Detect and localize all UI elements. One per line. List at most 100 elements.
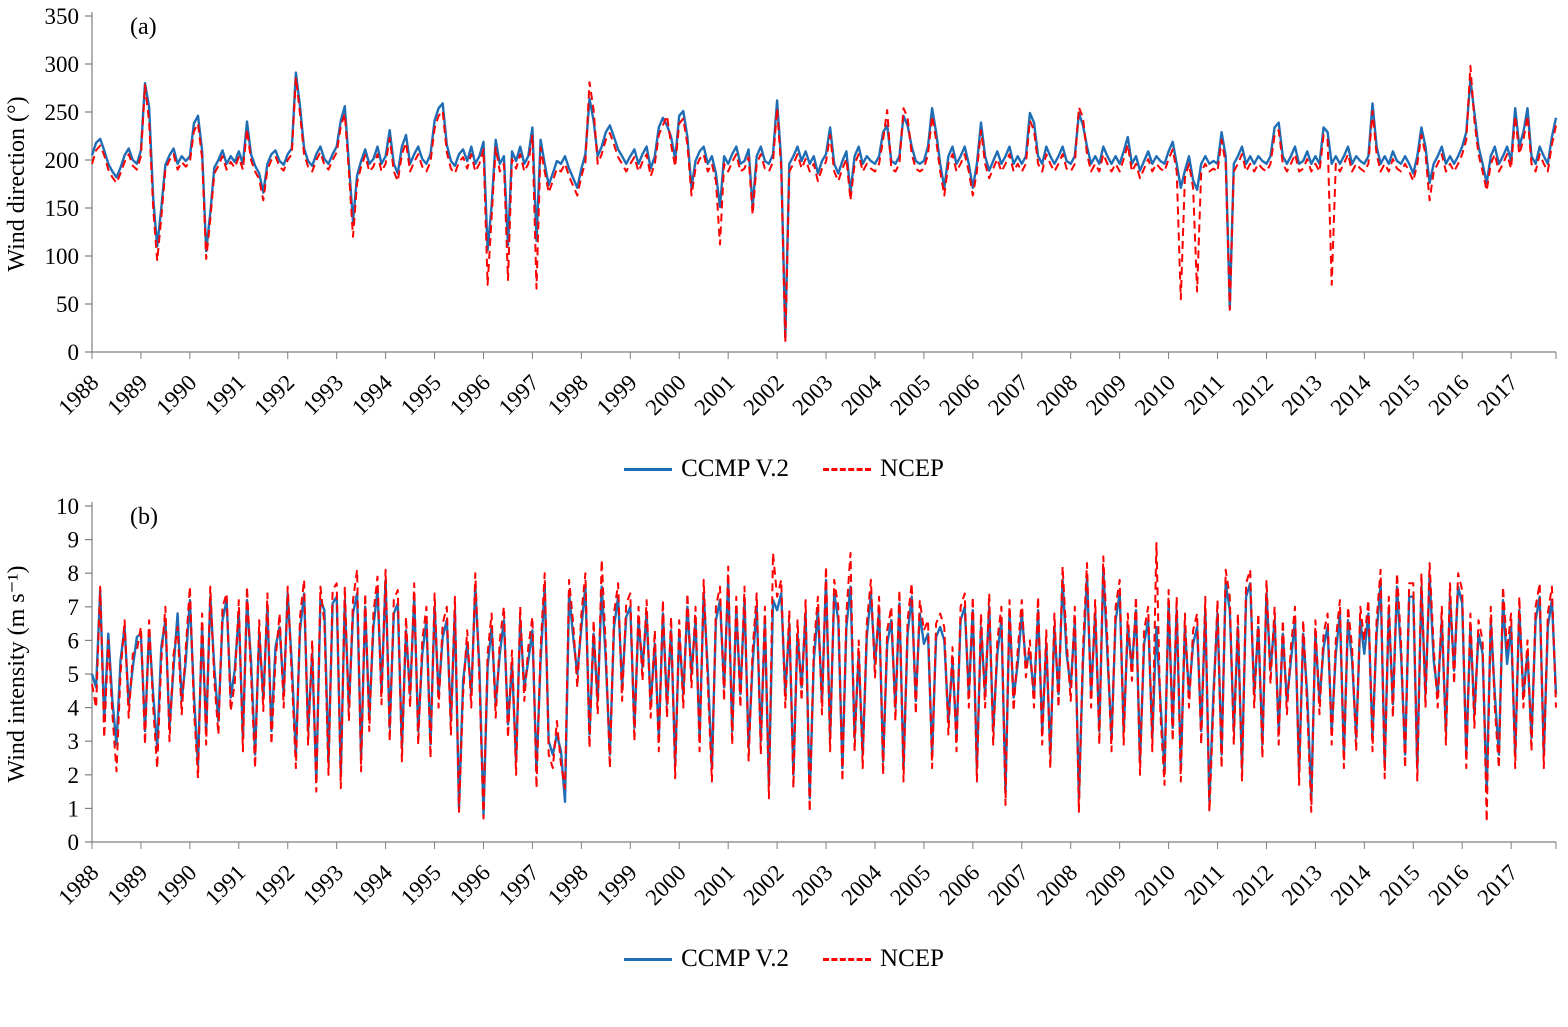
svg-text:2012: 2012 <box>1228 370 1278 420</box>
svg-text:2014: 2014 <box>1326 370 1377 421</box>
svg-text:350: 350 <box>45 4 80 29</box>
svg-text:2011: 2011 <box>1179 370 1229 420</box>
legend-intensity: CCMP V.2 NCEP <box>0 938 1568 980</box>
svg-text:7: 7 <box>68 595 80 620</box>
svg-text:1998: 1998 <box>543 370 593 420</box>
svg-text:1994: 1994 <box>347 370 398 421</box>
svg-text:200: 200 <box>45 148 80 173</box>
svg-text:1990: 1990 <box>151 860 201 910</box>
svg-text:Wind direction (°): Wind direction (°) <box>4 96 30 271</box>
svg-text:2006: 2006 <box>934 370 984 420</box>
svg-text:2005: 2005 <box>885 860 935 910</box>
ncep-line-sample <box>823 467 872 471</box>
svg-text:2008: 2008 <box>1032 370 1082 420</box>
svg-text:(b): (b) <box>130 504 158 530</box>
svg-text:0: 0 <box>68 830 80 855</box>
svg-text:2016: 2016 <box>1424 860 1474 910</box>
svg-text:1992: 1992 <box>249 370 299 420</box>
svg-text:2002: 2002 <box>738 860 788 910</box>
svg-text:1991: 1991 <box>200 370 250 420</box>
svg-text:1990: 1990 <box>151 370 201 420</box>
svg-text:50: 50 <box>56 292 79 317</box>
svg-text:2008: 2008 <box>1032 860 1082 910</box>
svg-text:2013: 2013 <box>1277 860 1327 910</box>
svg-text:2004: 2004 <box>836 860 887 911</box>
svg-text:5: 5 <box>68 662 80 687</box>
svg-text:2009: 2009 <box>1081 370 1131 420</box>
svg-text:2002: 2002 <box>738 370 788 420</box>
ncep-line-sample <box>823 957 872 961</box>
svg-text:2012: 2012 <box>1228 860 1278 910</box>
legend-direction: CCMP V.2 NCEP <box>0 448 1568 490</box>
svg-text:Wind intensity (m s⁻¹): Wind intensity (m s⁻¹) <box>4 566 30 783</box>
svg-text:1988: 1988 <box>53 370 103 420</box>
figure: 0 50 100 150 200 250 300 350 1988 1989 1990 1991 199… <box>0 0 1568 980</box>
svg-text:1998: 1998 <box>543 860 593 910</box>
svg-text:3: 3 <box>68 729 80 754</box>
wind-direction-panel: 0 50 100 150 200 250 300 350 1988 1989 1990 1991 199… <box>0 0 1568 490</box>
svg-text:9: 9 <box>68 528 80 553</box>
svg-text:1997: 1997 <box>494 370 544 420</box>
svg-text:(a): (a) <box>130 14 157 40</box>
svg-text:8: 8 <box>68 561 80 586</box>
svg-text:2: 2 <box>68 763 80 788</box>
svg-text:1994: 1994 <box>347 860 398 911</box>
svg-text:10: 10 <box>56 494 79 519</box>
wind-intensity-chart: 0 1 2 3 4 5 6 7 8 9 10 1988198919901991199219931994… <box>4 494 1558 911</box>
ccmp-line-sample <box>624 957 673 961</box>
svg-text:2013: 2013 <box>1277 370 1327 420</box>
svg-text:300: 300 <box>45 52 80 77</box>
svg-text:2017: 2017 <box>1472 860 1522 910</box>
legend-item-ncep: NCEP <box>823 945 944 973</box>
svg-text:1995: 1995 <box>396 370 446 420</box>
legend-label-ccmp: CCMP V.2 <box>681 945 790 972</box>
svg-text:1995: 1995 <box>396 860 446 910</box>
legend-item-ccmp: CCMP V.2 <box>624 945 789 973</box>
svg-text:1988: 1988 <box>53 860 103 910</box>
svg-text:2010: 2010 <box>1130 370 1180 420</box>
svg-text:1996: 1996 <box>445 370 495 420</box>
wind-intensity-panel: 0 1 2 3 4 5 6 7 8 9 10 1988 1989 1990 1991 1992 1993 1994… <box>0 490 1568 980</box>
legend-label-ccmp: CCMP V.2 <box>681 455 790 482</box>
svg-text:2009: 2009 <box>1081 860 1131 910</box>
svg-text:150: 150 <box>45 196 80 221</box>
svg-text:2015: 2015 <box>1375 860 1425 910</box>
svg-text:1992: 1992 <box>249 860 299 910</box>
legend-label-ncep: NCEP <box>880 945 944 972</box>
svg-text:1997: 1997 <box>494 860 544 910</box>
svg-text:1993: 1993 <box>298 860 348 910</box>
svg-text:100: 100 <box>45 244 80 269</box>
svg-text:2010: 2010 <box>1130 860 1180 910</box>
svg-text:1999: 1999 <box>592 860 642 910</box>
svg-text:2007: 2007 <box>983 370 1033 420</box>
svg-text:2001: 2001 <box>689 370 739 420</box>
svg-text:250: 250 <box>45 100 80 125</box>
svg-text:2007: 2007 <box>983 860 1033 910</box>
wind-direction-chart: 0501001502002503003501988198919901991199… <box>4 4 1558 421</box>
svg-text:2001: 2001 <box>689 860 739 910</box>
svg-text:2011: 2011 <box>1179 860 1229 910</box>
svg-text:1991: 1991 <box>200 860 250 910</box>
svg-text:2006: 2006 <box>934 860 984 910</box>
svg-text:1989: 1989 <box>102 860 152 910</box>
svg-text:1989: 1989 <box>102 370 152 420</box>
svg-text:2005: 2005 <box>885 370 935 420</box>
svg-text:4: 4 <box>68 696 80 721</box>
svg-text:2015: 2015 <box>1375 370 1425 420</box>
svg-text:1993: 1993 <box>298 370 348 420</box>
svg-text:1996: 1996 <box>445 860 495 910</box>
legend-item-ncep: NCEP <box>823 455 944 483</box>
ccmp-line-sample <box>624 467 673 471</box>
svg-text:2000: 2000 <box>641 370 691 420</box>
svg-text:1: 1 <box>68 796 80 821</box>
svg-text:2004: 2004 <box>836 370 887 421</box>
svg-text:2003: 2003 <box>787 370 837 420</box>
svg-text:2014: 2014 <box>1326 860 1377 911</box>
svg-text:2003: 2003 <box>787 860 837 910</box>
svg-text:2000: 2000 <box>641 860 691 910</box>
svg-text:0: 0 <box>68 340 80 365</box>
svg-text:2016: 2016 <box>1424 370 1474 420</box>
svg-text:2017: 2017 <box>1472 370 1522 420</box>
legend-item-ccmp: CCMP V.2 <box>624 455 789 483</box>
svg-text:1999: 1999 <box>592 370 642 420</box>
